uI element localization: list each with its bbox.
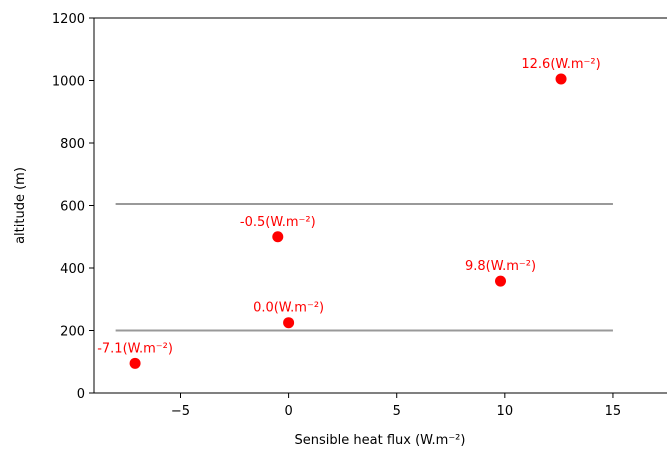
x-tick-label: 0	[284, 404, 292, 419]
x-axis-label: Sensible heat flux (W.m⁻²)	[295, 433, 466, 448]
data-label-2: 0.0(W.m⁻²)	[253, 301, 324, 316]
data-label-5: 12.6(W.m⁻²)	[521, 57, 600, 72]
data-label-1: -7.1(W.m⁻²)	[97, 341, 173, 356]
y-tick-label: 400	[60, 262, 85, 277]
ticks: −5 0 5 10 15 0 200 400 600 800 1000 1200	[52, 12, 621, 419]
y-tick-label: 1000	[52, 75, 85, 90]
y-axis-label: altitude (m)	[13, 167, 28, 244]
data-points	[129, 73, 567, 369]
x-tick-label: 10	[497, 404, 514, 419]
y-tick-label: 800	[60, 137, 85, 152]
y-tick-label: 200	[60, 325, 85, 340]
x-tick-label: 15	[605, 404, 622, 419]
y-tick-label: 600	[60, 200, 85, 215]
data-point-3	[272, 231, 284, 243]
data-point-2	[283, 317, 295, 329]
y-tick-label: 1200	[52, 12, 85, 27]
x-tick-label: 5	[393, 404, 401, 419]
data-label-3: -0.5(W.m⁻²)	[240, 215, 316, 230]
data-point-4	[495, 275, 507, 287]
data-label-4: 9.8(W.m⁻²)	[465, 259, 536, 274]
x-tick-label: −5	[171, 404, 190, 419]
data-point-1	[129, 357, 141, 369]
y-tick-label: 0	[77, 387, 85, 402]
reference-lines	[115, 202, 613, 332]
data-point-5	[555, 73, 567, 85]
data-labels: -7.1(W.m⁻²) 0.0(W.m⁻²) -0.5(W.m⁻²) 9.8(W.m⁻…	[97, 57, 601, 356]
